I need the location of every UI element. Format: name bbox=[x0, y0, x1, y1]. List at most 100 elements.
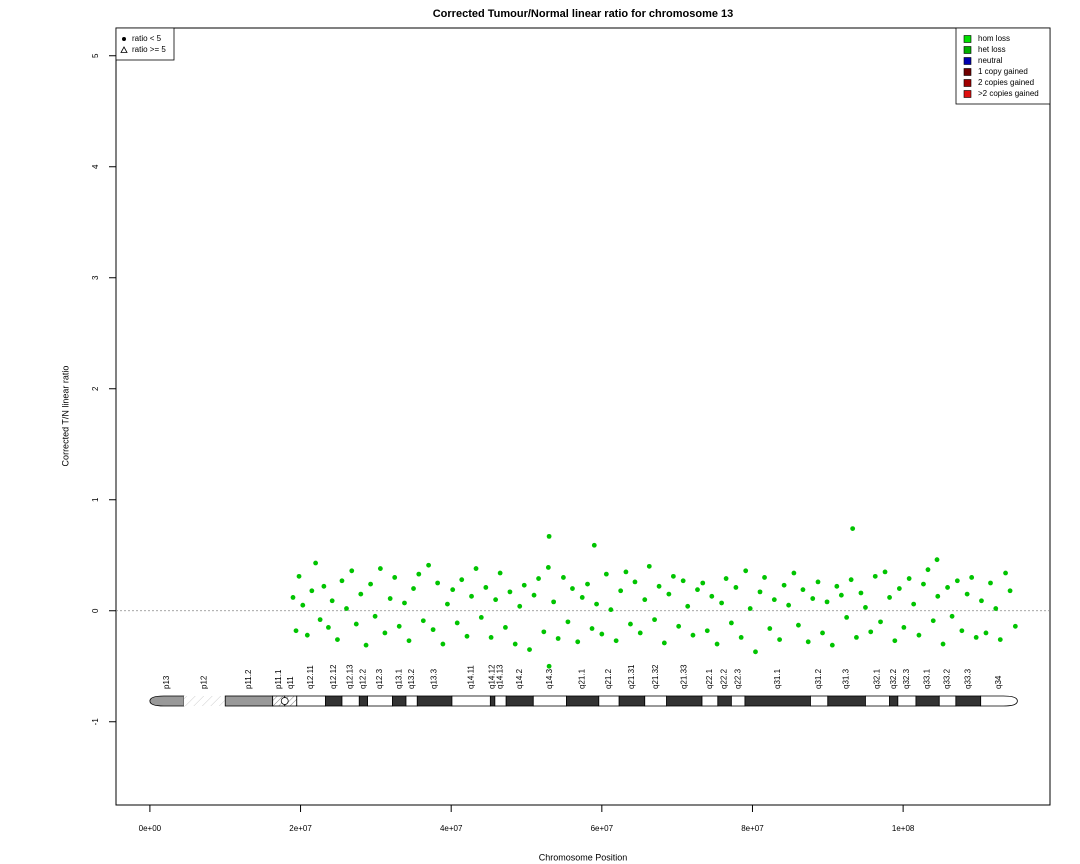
legend-box bbox=[955, 27, 1051, 105]
point bbox=[979, 598, 984, 604]
band-label: q33.1 bbox=[923, 668, 932, 689]
point bbox=[930, 618, 936, 624]
point bbox=[805, 639, 811, 645]
point bbox=[300, 602, 306, 608]
point bbox=[670, 573, 676, 579]
point bbox=[714, 641, 720, 647]
band bbox=[980, 695, 1018, 707]
band bbox=[744, 695, 811, 707]
point bbox=[753, 649, 758, 655]
point bbox=[454, 620, 460, 626]
point bbox=[411, 586, 416, 591]
point bbox=[344, 606, 349, 611]
y-tick-label: 3 bbox=[91, 275, 100, 280]
point bbox=[934, 557, 940, 563]
point bbox=[723, 576, 729, 581]
point bbox=[420, 618, 426, 624]
legend-label: 1 copy gained bbox=[978, 67, 1028, 76]
legend-swatch bbox=[963, 68, 972, 76]
point bbox=[632, 579, 638, 585]
point bbox=[771, 597, 777, 603]
band bbox=[915, 695, 940, 707]
legend-swatch bbox=[963, 35, 972, 43]
point bbox=[575, 639, 581, 645]
point bbox=[949, 613, 955, 619]
point bbox=[406, 638, 412, 644]
x-tick-label: 0e+00 bbox=[139, 824, 162, 833]
point bbox=[469, 593, 474, 599]
band bbox=[897, 695, 917, 707]
band-label: q31.2 bbox=[814, 668, 823, 689]
point bbox=[666, 591, 672, 597]
point bbox=[335, 637, 340, 643]
band-label: q13.3 bbox=[430, 668, 439, 689]
point bbox=[954, 578, 960, 584]
band bbox=[666, 695, 703, 707]
band bbox=[532, 695, 567, 707]
point bbox=[940, 641, 946, 647]
point bbox=[503, 625, 508, 630]
point bbox=[642, 597, 648, 603]
point bbox=[1003, 570, 1008, 576]
band bbox=[889, 695, 899, 707]
point bbox=[964, 591, 970, 597]
y-tick-label: 1 bbox=[91, 497, 100, 502]
point bbox=[599, 631, 605, 637]
band-label: q12.11 bbox=[306, 665, 315, 689]
band bbox=[341, 695, 360, 707]
point bbox=[416, 571, 422, 577]
band-label: q14.13 bbox=[496, 664, 505, 689]
point bbox=[911, 601, 917, 607]
band-label: q32.2 bbox=[889, 668, 898, 689]
point bbox=[935, 593, 941, 599]
point bbox=[700, 580, 706, 586]
point bbox=[863, 605, 868, 610]
point bbox=[402, 600, 407, 606]
band-label: q32.3 bbox=[902, 668, 911, 689]
band bbox=[183, 696, 226, 706]
band-label: q11 bbox=[286, 676, 295, 689]
legend-swatch bbox=[963, 90, 972, 98]
point bbox=[988, 580, 993, 586]
band-label: q33.2 bbox=[943, 668, 952, 689]
point bbox=[973, 634, 979, 640]
ideogram: p13 p12 p11.2 p11.1 q11 q12.11 q12.12 q12.13 q12… bbox=[149, 664, 1018, 707]
point bbox=[695, 587, 700, 593]
band bbox=[392, 695, 407, 707]
band-label: q12.2 bbox=[359, 668, 368, 689]
point bbox=[349, 568, 355, 574]
band bbox=[358, 695, 368, 707]
point bbox=[321, 583, 327, 589]
band bbox=[938, 695, 957, 707]
band-label: p11.2 bbox=[244, 669, 253, 689]
point bbox=[329, 598, 335, 604]
point bbox=[921, 581, 926, 587]
point bbox=[483, 585, 489, 590]
x-tick-label: 2e+07 bbox=[289, 824, 312, 833]
point bbox=[368, 581, 373, 587]
point bbox=[882, 569, 888, 575]
point bbox=[541, 629, 547, 635]
y-tick-label: -1 bbox=[91, 718, 100, 726]
band bbox=[827, 695, 866, 707]
plot-frame bbox=[115, 27, 1051, 806]
point bbox=[497, 570, 503, 576]
point bbox=[551, 599, 557, 605]
point bbox=[969, 575, 975, 580]
band-label: q31.1 bbox=[773, 668, 782, 689]
band bbox=[730, 695, 746, 707]
band-label: q21.1 bbox=[578, 668, 587, 689]
x-tick-label: 4e+07 bbox=[440, 824, 463, 833]
band-label: q21.33 bbox=[679, 664, 688, 689]
point bbox=[652, 617, 657, 623]
legend-swatch bbox=[963, 57, 972, 65]
point bbox=[450, 587, 456, 593]
band bbox=[598, 695, 620, 707]
point bbox=[1012, 623, 1018, 629]
point bbox=[435, 580, 441, 586]
band-label: p13 bbox=[162, 675, 171, 689]
point bbox=[983, 630, 989, 636]
point bbox=[546, 663, 552, 669]
point bbox=[309, 588, 315, 594]
